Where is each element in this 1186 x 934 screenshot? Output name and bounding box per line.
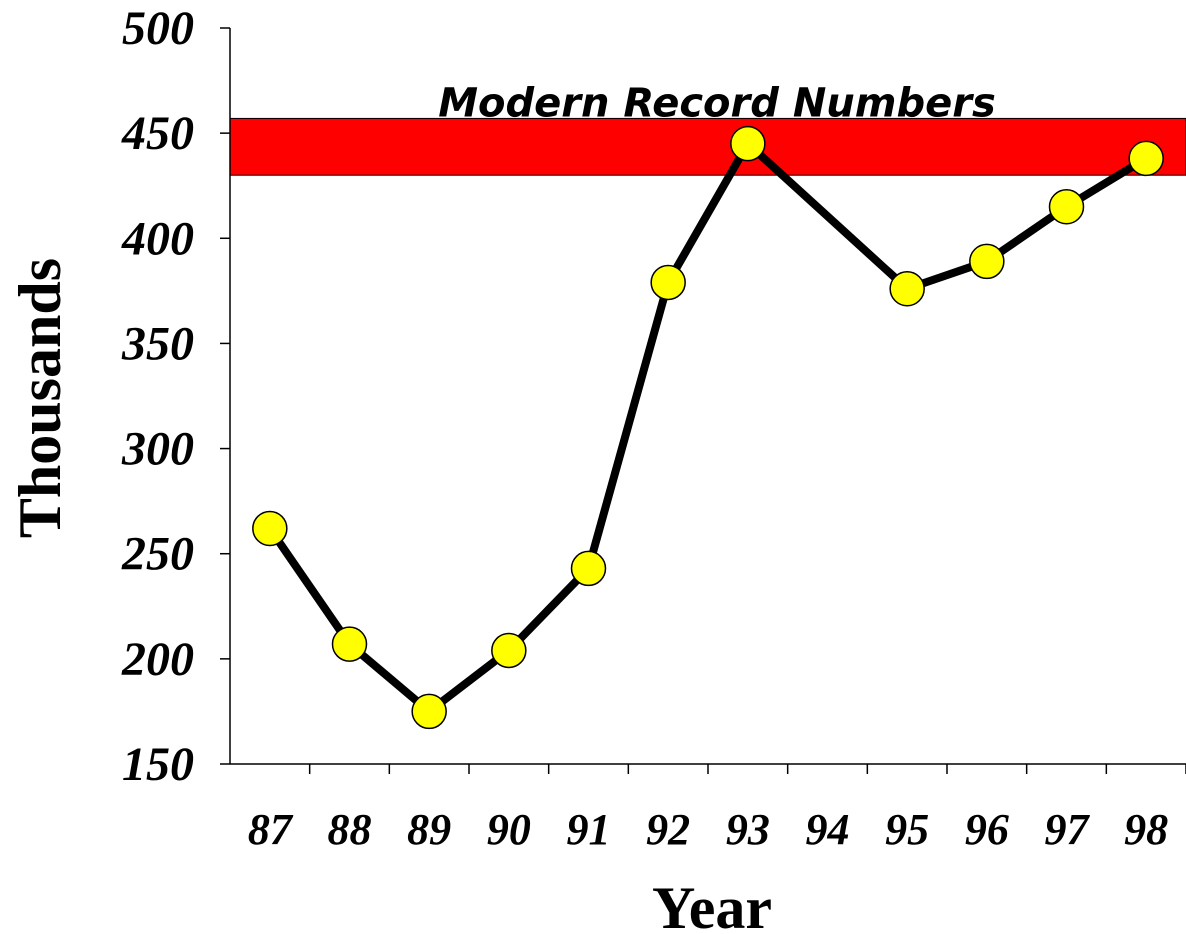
band-label: Modern Record Numbers (438, 80, 996, 126)
y-tick-label: 450 (121, 107, 194, 160)
x-tick-label: 95 (885, 805, 929, 854)
data-point (331, 626, 368, 662)
x-tick-label: 90 (487, 805, 531, 854)
x-tick-label: 97 (1045, 805, 1091, 854)
y-axis-label: Thousands (7, 258, 73, 538)
data-point (650, 264, 686, 301)
x-tick-label: 89 (407, 805, 451, 854)
series-line (266, 139, 1149, 716)
x-tick-label: 96 (965, 805, 1009, 854)
y-tick-label: 200 (121, 633, 194, 686)
x-tick-label: 92 (646, 805, 690, 854)
y-tick-label: 500 (122, 2, 194, 55)
data-point (730, 125, 766, 162)
x-ticks: 87 88 89 90 91 92 93 94 95 96 97 98 (248, 764, 1186, 854)
data-point (252, 510, 288, 547)
y-tick-label: 400 (121, 212, 194, 265)
x-axis-label: Year (652, 875, 772, 934)
series-points (252, 125, 1164, 730)
data-point (889, 271, 925, 307)
y-ticks: 150 200 250 300 350 400 450 500 (121, 2, 230, 791)
y-tick-label: 300 (121, 423, 194, 476)
data-point (969, 243, 1005, 280)
data-point (570, 550, 607, 587)
x-tick-label: 91 (567, 805, 611, 854)
series-polyline (266, 139, 1149, 716)
x-tick-label: 93 (726, 805, 770, 854)
y-tick-label: 350 (121, 317, 194, 370)
data-point (1128, 140, 1164, 177)
y-tick-label: 150 (122, 738, 194, 791)
x-tick-label: 87 (248, 805, 294, 854)
x-tick-label: 94 (806, 805, 850, 854)
data-point (491, 632, 527, 669)
x-tick-label: 88 (328, 805, 372, 854)
record-band (229, 117, 1186, 176)
x-tick-label: 98 (1124, 805, 1168, 854)
data-point (411, 693, 447, 730)
y-tick-label: 250 (121, 528, 194, 581)
data-point (1048, 188, 1085, 225)
